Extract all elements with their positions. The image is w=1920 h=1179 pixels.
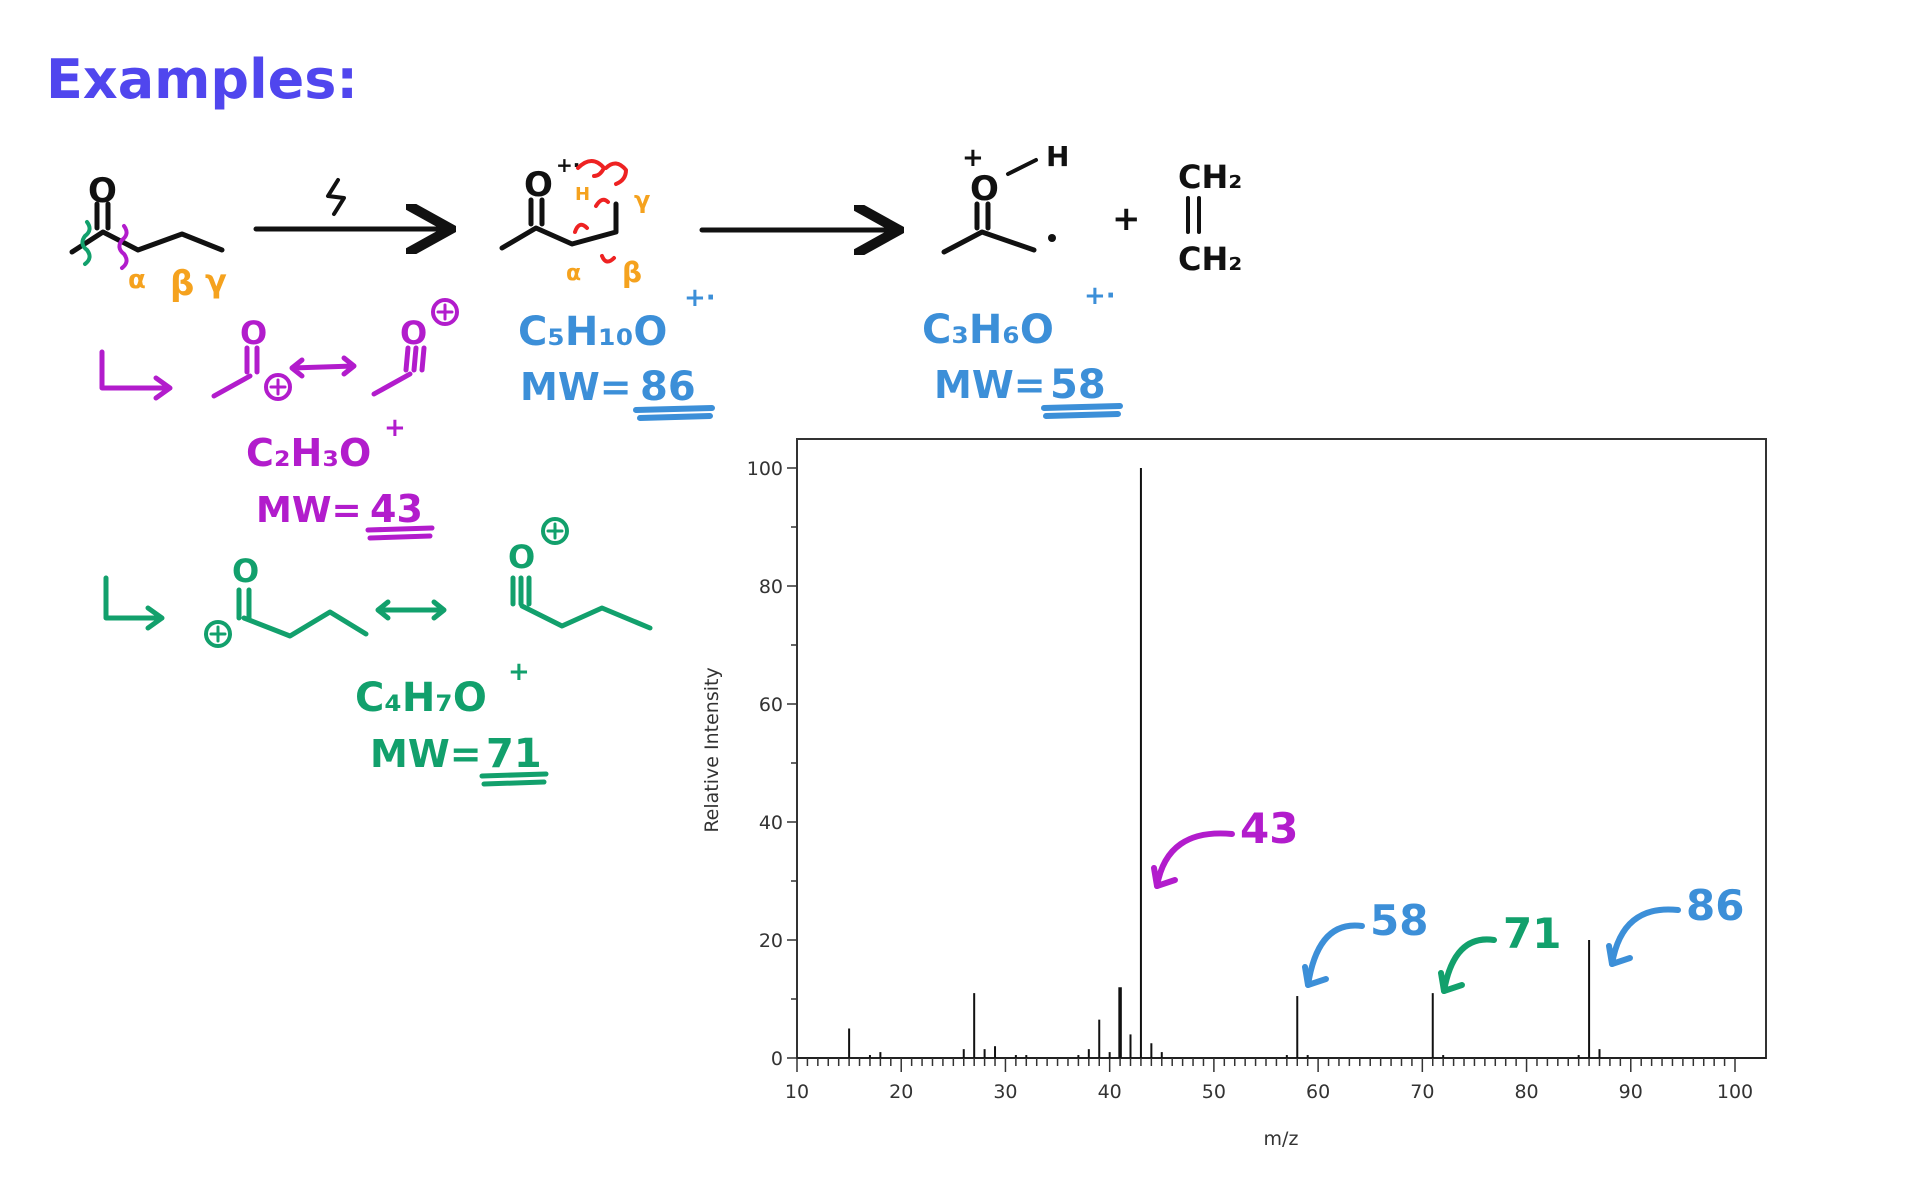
annotation-arrow-43 <box>1154 830 1235 889</box>
mass-spectrum-chart: Relative Intensity m/z 10 20 30 40 50 60 70 80 9… <box>701 438 1767 1150</box>
x-axis-label: m/z <box>1264 1128 1299 1150</box>
charge: +· <box>1084 281 1116 311</box>
acylium-43-structures: O O <box>99 298 459 401</box>
radical-dot <box>1048 234 1056 242</box>
mw-value: 71 <box>486 731 542 777</box>
x-tick-label: 90 <box>1619 1081 1643 1103</box>
annotation-arrowhead-icon <box>1438 970 1465 994</box>
x-tick-label: 20 <box>889 1081 913 1103</box>
oxonium-plus: + <box>962 143 984 173</box>
h-label: H <box>575 184 590 205</box>
annotation-arrow-86 <box>1609 906 1681 967</box>
formula: C₅H₁₀O <box>518 309 667 355</box>
ethylene-top: CH₂ <box>1178 158 1242 196</box>
mclafferty-fragment-label: C₃H₆O +· MW= 58 <box>922 281 1123 419</box>
mw-label: MW= <box>256 490 362 531</box>
oxygen-label: O <box>88 171 117 211</box>
annotation-label-58: 58 <box>1370 896 1428 945</box>
structure-molecular-ion: O +· H α β γ <box>499 153 650 289</box>
mw-label: MW= <box>520 365 632 409</box>
mw-label: MW= <box>370 732 482 776</box>
h-label: H <box>1046 140 1069 173</box>
annotation-label-71: 71 <box>1503 909 1561 958</box>
lightning-icon <box>326 178 346 216</box>
formula: C₂H₃O <box>246 431 371 475</box>
x-tick-label: 80 <box>1514 1081 1538 1103</box>
x-tick-label: 50 <box>1202 1081 1226 1103</box>
y-tick-label: 100 <box>747 458 783 480</box>
x-tick-label: 60 <box>1306 1081 1330 1103</box>
y-tick-label: 80 <box>759 576 783 598</box>
radical-cation-sign: +· <box>556 153 580 177</box>
annotation-arrow-58 <box>1305 922 1365 988</box>
structure-2-pentanone: O α β γ <box>69 171 227 304</box>
annotation-arrowhead-icon <box>1302 964 1329 988</box>
x-tick-label: 70 <box>1410 1081 1434 1103</box>
charge: +· <box>684 283 716 313</box>
annotation-label-86: 86 <box>1686 881 1744 930</box>
oxygen-label: O <box>970 169 999 209</box>
plot-frame <box>796 438 1767 1059</box>
annotation-arrowhead-icon <box>1606 943 1633 967</box>
mw-value: 58 <box>1050 362 1106 408</box>
alpha-label: α <box>128 265 146 295</box>
structure-ethylene: CH₂ CH₂ <box>1178 158 1242 278</box>
gamma-label: γ <box>205 262 227 300</box>
acylium-71-structures: O O <box>103 517 653 648</box>
x-tick-label: 40 <box>1098 1081 1122 1103</box>
x-tick-label: 100 <box>1717 1081 1753 1103</box>
oxygen-label: O <box>240 314 267 352</box>
y-tick-label: 20 <box>759 930 783 952</box>
charge: + <box>384 413 406 443</box>
annotation-arrowhead-icon <box>1151 865 1178 889</box>
oxygen-label: O <box>508 538 535 576</box>
mw-label: MW= <box>934 363 1046 407</box>
molecular-ion-label: C₅H₁₀O +· MW= 86 <box>518 283 716 421</box>
y-tick-label: 60 <box>759 694 783 716</box>
acylium-71-label: C₄H₇O + MW= 71 <box>355 657 549 787</box>
plus-sign: + <box>1112 199 1141 239</box>
mw-value: 43 <box>370 487 423 531</box>
page-title: Examples: <box>46 48 358 111</box>
mw-value: 86 <box>640 364 696 410</box>
y-tick-label: 40 <box>759 812 783 834</box>
oxygen-label: O <box>524 165 553 205</box>
gamma-label: γ <box>634 186 650 214</box>
oxygen-label: O <box>400 314 427 352</box>
beta-label: β <box>170 264 194 304</box>
annotation-arrow-71 <box>1441 936 1497 994</box>
alpha-label: α <box>566 261 581 286</box>
x-tick-label: 30 <box>993 1081 1017 1103</box>
y-axis-label: Relative Intensity <box>701 667 723 832</box>
x-tick-label: 10 <box>785 1081 809 1103</box>
beta-label: β <box>622 256 642 289</box>
formula: C₃H₆O <box>922 307 1054 353</box>
oxygen-label: O <box>232 552 259 590</box>
charge: + <box>508 657 530 687</box>
formula: C₄H₇O <box>355 675 487 721</box>
ethylene-bottom: CH₂ <box>1178 240 1242 278</box>
structure-enol-cation: O + H <box>941 140 1069 255</box>
acylium-43-label: C₂H₃O + MW= 43 <box>246 413 435 541</box>
annotation-label-43: 43 <box>1240 804 1298 853</box>
y-tick-label: 0 <box>771 1048 783 1070</box>
